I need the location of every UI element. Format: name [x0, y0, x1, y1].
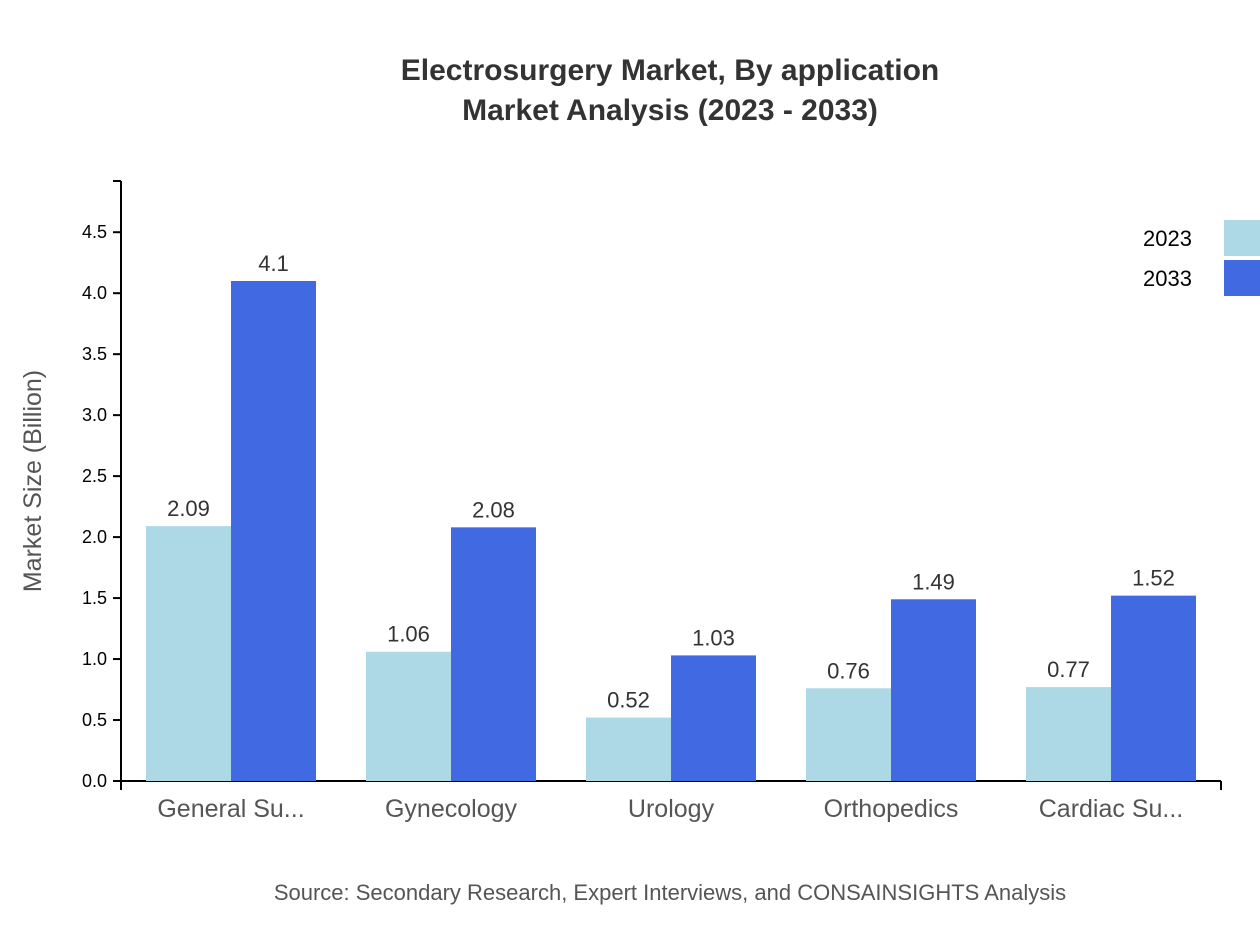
y-tick-label: 0.0	[82, 771, 107, 791]
data-label: 0.77	[1047, 657, 1090, 682]
data-label: 1.06	[387, 622, 430, 647]
bar-2023-1	[366, 651, 451, 781]
legend-swatch-2033	[1224, 260, 1260, 296]
y-tick-label: 1.5	[82, 588, 107, 608]
chart-title: Electrosurgery Market, By application	[401, 54, 940, 87]
legend-label: 2023	[1143, 226, 1192, 251]
bar-2033-1	[451, 527, 536, 781]
bar-2023-2	[586, 717, 671, 781]
bar-2033-3	[891, 599, 976, 781]
y-tick-label: 2.5	[82, 466, 107, 486]
chart-subtitle: Market Analysis (2023 - 2033)	[462, 94, 878, 127]
x-tick-label: Gynecology	[385, 795, 518, 823]
bar-2023-4	[1026, 687, 1111, 781]
x-tick-label: General Su...	[157, 795, 304, 823]
bar-2033-4	[1111, 595, 1196, 781]
data-label: 2.09	[167, 496, 210, 521]
bar-2033-0	[231, 281, 316, 781]
data-label: 0.52	[607, 688, 650, 713]
data-label: 1.49	[912, 569, 955, 594]
data-label: 0.76	[827, 658, 870, 683]
data-label: 1.52	[1132, 566, 1175, 591]
bar-2023-0	[146, 526, 231, 781]
legend-swatch-2023	[1224, 220, 1260, 256]
bar-2023-3	[806, 688, 891, 781]
bar-2033-2	[671, 655, 756, 781]
x-tick-label: Orthopedics	[824, 795, 959, 823]
x-tick-label: Cardiac Su...	[1039, 795, 1184, 823]
y-tick-label: 4.5	[82, 222, 107, 242]
y-tick-label: 4.0	[82, 283, 107, 303]
y-tick-label: 0.5	[82, 710, 107, 730]
data-label: 1.03	[692, 625, 735, 650]
x-tick-label: Urology	[628, 795, 715, 823]
data-label: 4.1	[258, 251, 289, 276]
y-tick-label: 1.0	[82, 649, 107, 669]
legend-label: 2033	[1143, 266, 1192, 291]
data-label: 2.08	[472, 497, 515, 522]
y-axis-label: Market Size (Billion)	[19, 370, 47, 592]
y-tick-label: 3.0	[82, 405, 107, 425]
y-tick-label: 2.0	[82, 527, 107, 547]
y-tick-label: 3.5	[82, 344, 107, 364]
source-note: Source: Secondary Research, Expert Inter…	[274, 880, 1066, 905]
